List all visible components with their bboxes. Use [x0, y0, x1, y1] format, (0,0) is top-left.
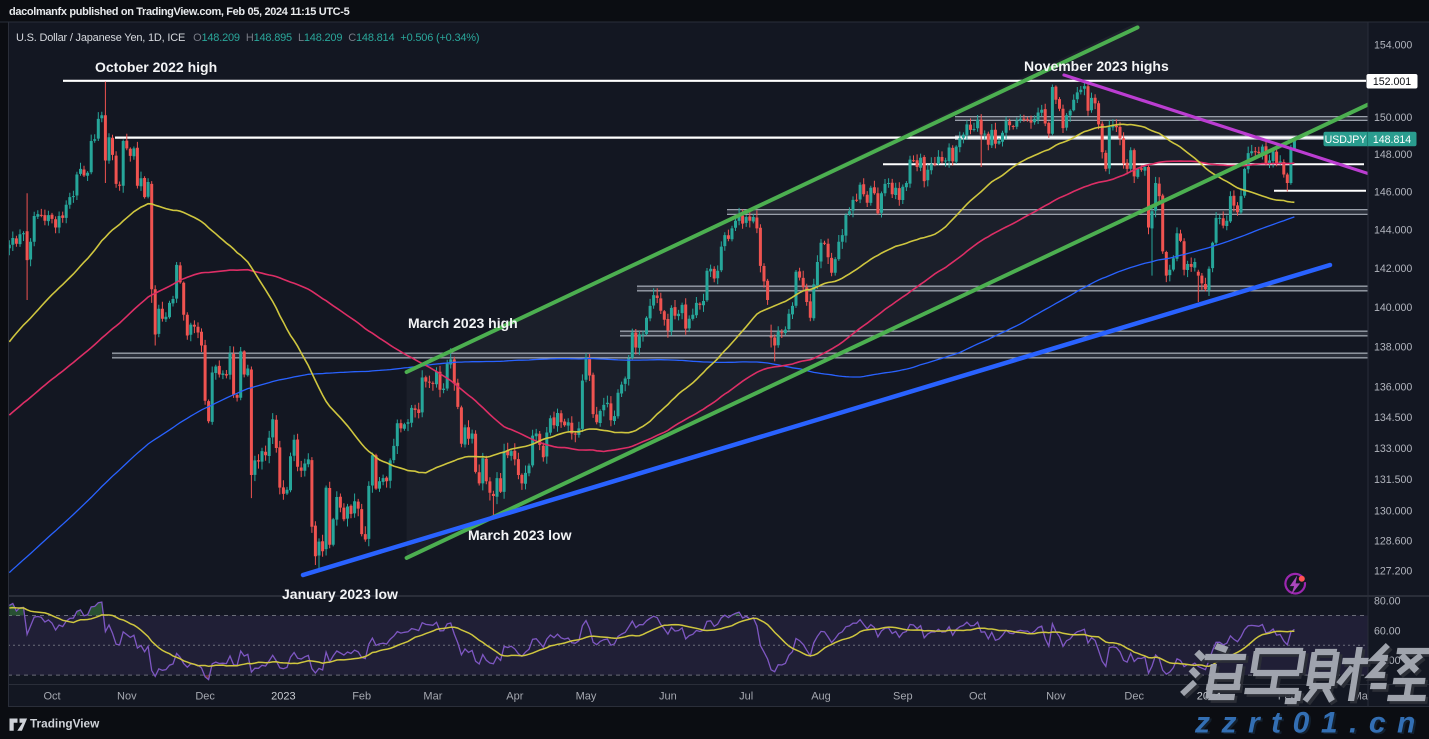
svg-text:November 2023 highs: November 2023 highs	[1024, 58, 1169, 74]
svg-text:Sep: Sep	[893, 691, 913, 703]
svg-text:128.600: 128.600	[1374, 536, 1412, 548]
svg-text:134.500: 134.500	[1374, 412, 1412, 424]
svg-text:Feb: Feb	[352, 691, 371, 703]
svg-text:Oct: Oct	[969, 691, 986, 703]
svg-text:zzrt01.cn: zzrt01.cn	[1196, 708, 1429, 739]
svg-text:Mar: Mar	[423, 691, 442, 703]
svg-text:146.000: 146.000	[1374, 186, 1412, 198]
svg-text:Dec: Dec	[195, 691, 215, 703]
svg-text:140.000: 140.000	[1374, 302, 1412, 314]
svg-text:January 2023 low: January 2023 low	[282, 586, 398, 602]
svg-text:2023: 2023	[271, 691, 295, 703]
svg-text:Oct: Oct	[43, 691, 60, 703]
svg-text:130.000: 130.000	[1374, 506, 1412, 518]
svg-text:131.500: 131.500	[1374, 474, 1412, 486]
svg-text:Jul: Jul	[739, 691, 753, 703]
svg-text:Dec: Dec	[1124, 691, 1144, 703]
svg-text:March 2023 low: March 2023 low	[468, 527, 572, 543]
svg-text:dacolmanfx published on Tradin: dacolmanfx published on TradingView.com,…	[9, 6, 350, 18]
svg-text:Nov: Nov	[117, 691, 137, 703]
svg-text:March 2023 high: March 2023 high	[408, 315, 518, 331]
svg-text:Apr: Apr	[506, 691, 523, 703]
svg-text:133.000: 133.000	[1374, 443, 1412, 455]
svg-text:USDJPY: USDJPY	[1325, 134, 1367, 146]
svg-text:Jun: Jun	[659, 691, 677, 703]
svg-text:U.S. Dollar / Japanese Yen, 1D: U.S. Dollar / Japanese Yen, 1D, ICE O148.…	[16, 32, 479, 44]
svg-text:150.000: 150.000	[1374, 112, 1412, 124]
svg-text:October 2022 high: October 2022 high	[95, 59, 217, 75]
svg-text:Nov: Nov	[1046, 691, 1066, 703]
svg-text:138.000: 138.000	[1374, 342, 1412, 354]
svg-text:148.814: 148.814	[1373, 134, 1411, 146]
svg-text:TradingView: TradingView	[30, 717, 100, 731]
svg-text:127.200: 127.200	[1374, 566, 1412, 578]
svg-text:80.00: 80.00	[1374, 596, 1401, 608]
svg-text:144.000: 144.000	[1374, 224, 1412, 236]
svg-text:May: May	[576, 691, 597, 703]
svg-text:zzrt01.cn: zzrt01.cn	[1194, 707, 1427, 739]
svg-text:148.000: 148.000	[1374, 149, 1412, 161]
svg-text:Aug: Aug	[811, 691, 831, 703]
svg-text:136.000: 136.000	[1374, 382, 1412, 394]
svg-text:142.000: 142.000	[1374, 263, 1412, 275]
svg-text:152.001: 152.001	[1373, 76, 1411, 88]
svg-text:60.00: 60.00	[1374, 625, 1401, 637]
svg-text:154.000: 154.000	[1374, 40, 1412, 52]
